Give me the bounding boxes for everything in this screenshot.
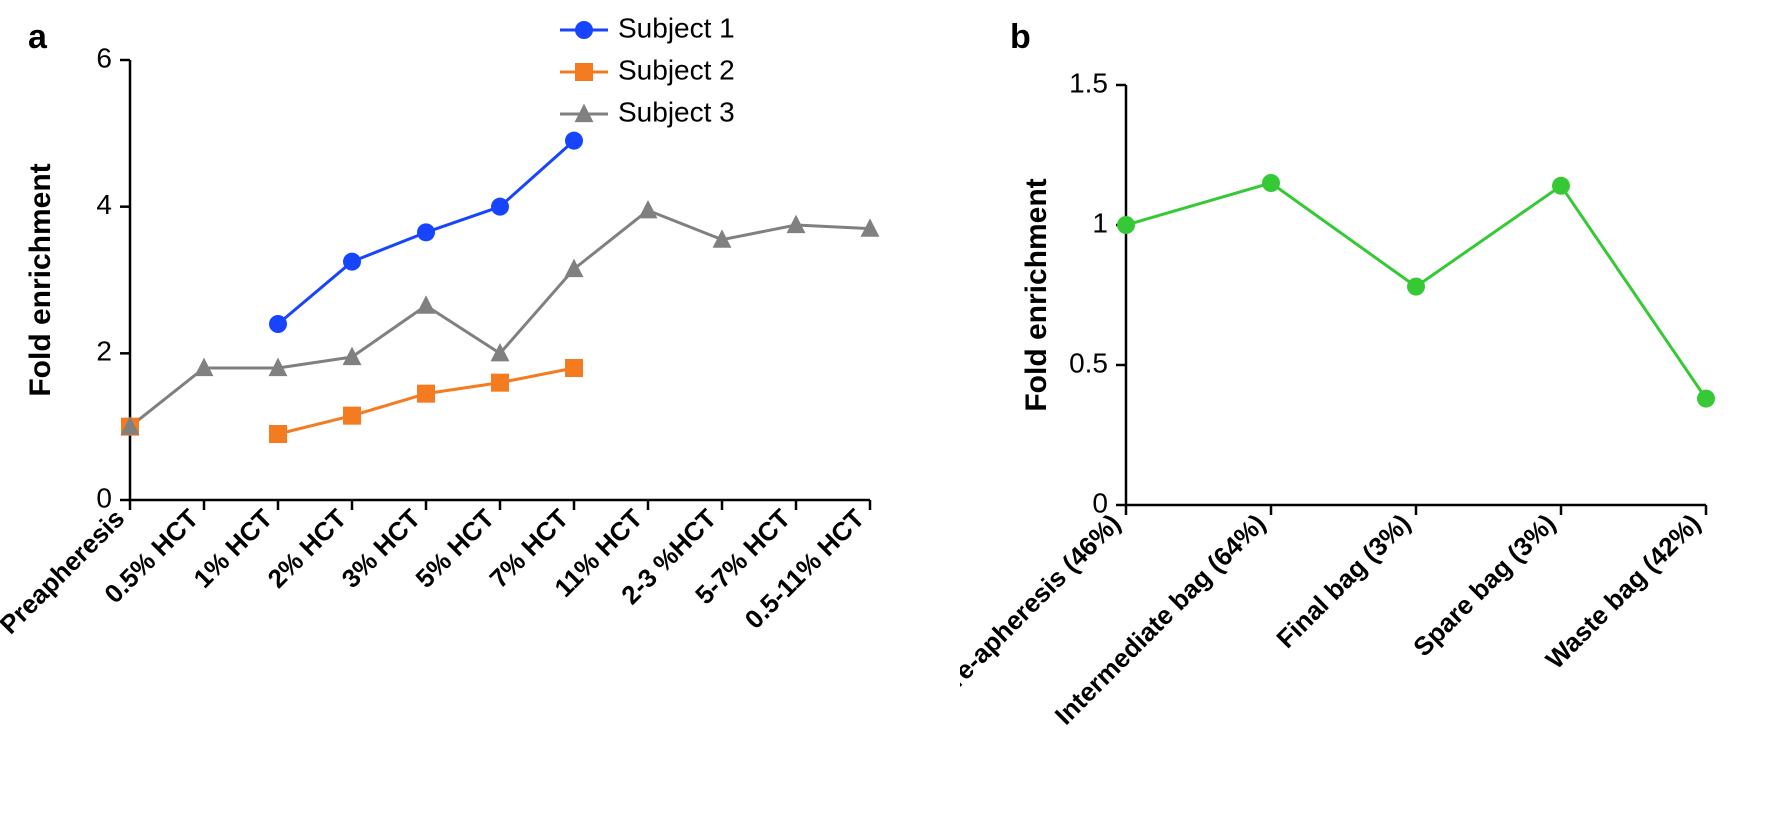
x-tick-label: 5% HCT — [410, 503, 501, 594]
data-point — [575, 63, 593, 81]
y-tick-label: 4 — [96, 189, 112, 220]
data-point — [343, 347, 362, 365]
chart-b: 00.511.5Pre-apheresis (46%)Intermediate … — [960, 0, 1773, 832]
y-tick-label: 2 — [96, 336, 112, 367]
data-point — [1552, 177, 1570, 195]
x-tick-label: 3% HCT — [336, 503, 427, 594]
data-point — [491, 374, 509, 392]
legend-label: Subject 2 — [618, 54, 735, 85]
data-point — [1697, 390, 1715, 408]
x-tick-label: 2% HCT — [262, 503, 353, 594]
axes — [130, 60, 870, 500]
data-point — [269, 315, 287, 333]
panel-a: a 0246Preapheresis0.5% HCT1% HCT2% HCT3%… — [0, 0, 960, 832]
y-tick-label: 1.5 — [1069, 67, 1108, 98]
y-axis-title: Fold enrichment — [24, 163, 57, 396]
x-tick-label: Spare bag (3%) — [1407, 508, 1561, 662]
data-point — [565, 359, 583, 377]
data-point — [417, 295, 436, 313]
y-axis-title: Fold enrichment — [1020, 178, 1053, 411]
figure-container: a 0246Preapheresis0.5% HCT1% HCT2% HCT3%… — [0, 0, 1773, 832]
data-point — [1262, 174, 1280, 192]
data-point — [1117, 216, 1135, 234]
x-tick-label: Preapheresis — [0, 503, 130, 640]
chart-a: 0246Preapheresis0.5% HCT1% HCT2% HCT3% H… — [0, 0, 960, 832]
panel-a-label: a — [28, 18, 47, 57]
data-point — [417, 385, 435, 403]
data-point — [269, 425, 287, 443]
legend-label: Subject 1 — [618, 12, 735, 43]
panel-b-label: b — [1010, 18, 1031, 57]
data-point — [575, 21, 593, 39]
data-point — [343, 407, 361, 425]
data-point — [417, 223, 435, 241]
panel-b: b 00.511.5Pre-apheresis (46%)Intermediat… — [960, 0, 1773, 832]
x-tick-label: Waste bag (42%) — [1540, 508, 1707, 675]
y-tick-label: 6 — [96, 42, 112, 73]
data-point — [343, 253, 361, 271]
data-point — [565, 132, 583, 150]
data-point — [565, 259, 584, 277]
data-point — [639, 200, 658, 218]
x-tick-label: 1% HCT — [188, 503, 279, 594]
data-point — [1407, 278, 1425, 296]
legend-label: Subject 3 — [618, 96, 735, 127]
x-tick-label: Final bag (3%) — [1270, 508, 1416, 654]
data-point — [491, 198, 509, 216]
series-line — [130, 210, 870, 426]
y-tick-label: 1 — [1092, 207, 1108, 238]
y-tick-label: 0.5 — [1069, 347, 1108, 378]
